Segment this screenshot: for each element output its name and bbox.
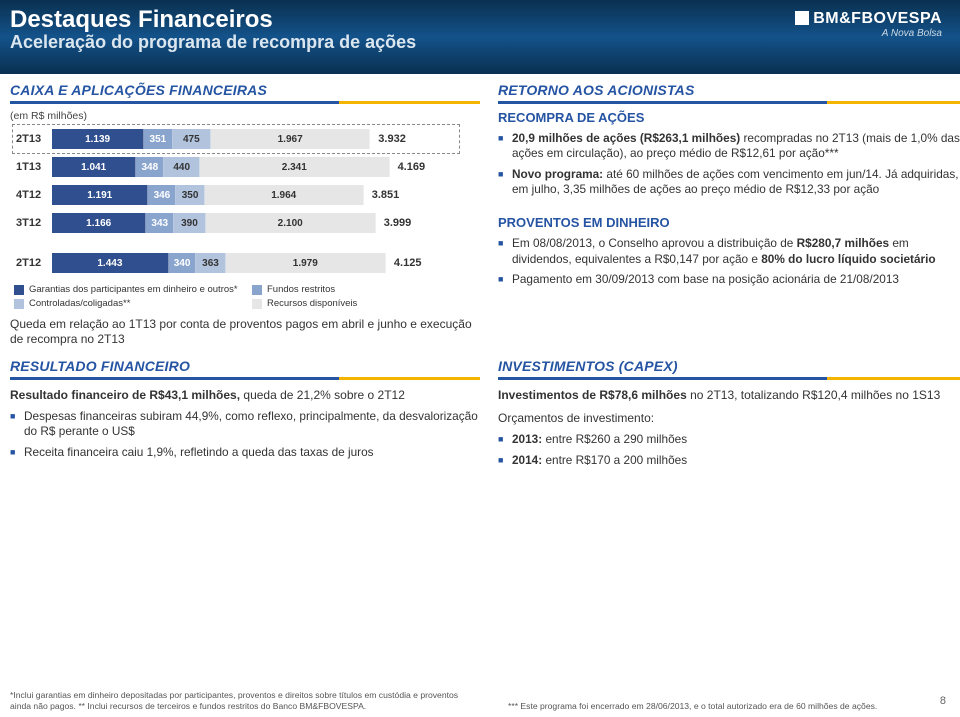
bar-segment: 346 <box>148 185 176 205</box>
row-total: 3.932 <box>378 133 406 145</box>
footnote-right: *** Este programa foi encerrado em 28/06… <box>498 701 928 711</box>
logo-text: BM&FBOVESPA <box>795 10 942 28</box>
stacked-bar: 1.4433403631.979 <box>52 253 386 273</box>
bar-segment: 351 <box>144 129 172 149</box>
bar-segment: 2.341 <box>200 157 390 177</box>
stacked-bar-chart: 2T131.1393514751.967 3.932 1T131.041348440… <box>16 128 456 274</box>
row-total: 3.851 <box>372 189 400 201</box>
legend-swatch <box>252 285 262 295</box>
bar-segment: 1.443 <box>52 253 169 273</box>
legend-item: Controladas/coligadas** <box>14 298 238 309</box>
row-label: 4T12 <box>16 189 52 201</box>
bullet-item: 2014: entre R$170 a 200 milhões <box>498 453 960 468</box>
legend-item: Fundos restritos <box>252 284 476 295</box>
legend-item: Garantias dos participantes em dinheiro … <box>14 284 238 295</box>
sub-lead: Orçamentos de investimento: <box>498 411 960 426</box>
page-number: 8 <box>940 695 946 707</box>
section-heading: INVESTIMENTOS (CAPEX) <box>498 358 960 374</box>
brand-logo: BM&FBOVESPA A Nova Bolsa <box>795 10 942 39</box>
bullet-item: Em 08/08/2013, o Conselho aprovou a dist… <box>498 236 960 267</box>
bar-segment: 2.100 <box>206 213 376 233</box>
bar-segment: 1.166 <box>52 213 146 233</box>
legend-label: Fundos restritos <box>267 284 335 295</box>
bar-segment: 1.979 <box>226 253 386 273</box>
bullet-item: Despesas financeiras subiram 44,9%, como… <box>10 409 480 440</box>
section-heading: RETORNO AOS ACIONISTAS <box>498 82 960 98</box>
row-label: 1T13 <box>16 161 52 173</box>
legend-swatch <box>252 299 262 309</box>
chart-row: 1T131.0413484402.341 4.169 <box>16 156 456 178</box>
chart-row: 2T121.4433403631.979 4.125 <box>16 252 456 274</box>
section-underline <box>498 377 960 380</box>
bar-segment: 390 <box>174 213 206 233</box>
bar-segment: 1.964 <box>205 185 364 205</box>
bullet-list: 20,9 milhões de ações (R$263,1 milhões) … <box>498 131 960 197</box>
bar-segment: 1.967 <box>211 129 370 149</box>
chart-legend: Garantias dos participantes em dinheiro … <box>14 284 476 309</box>
header-titles: Destaques Financeiros Aceleração do prog… <box>10 6 416 53</box>
bar-segment: 1.041 <box>52 157 136 177</box>
legend-item: Recursos disponíveis <box>252 298 476 309</box>
logo-tagline: A Nova Bolsa <box>795 28 942 39</box>
logo-mark-icon <box>795 11 809 25</box>
bullet-item: 2013: entre R$260 a 290 milhões <box>498 432 960 447</box>
footnote-left: *Inclui garantias em dinheiro depositada… <box>0 690 470 711</box>
section-underline <box>10 377 480 380</box>
section-heading: RESULTADO FINANCEIRO <box>10 358 480 374</box>
section-retorno: RETORNO AOS ACIONISTAS RECOMPRA DE AÇÕES… <box>498 82 960 348</box>
section-resultado: RESULTADO FINANCEIRO Resultado financeir… <box>10 358 480 473</box>
bullet-item: 20,9 milhões de ações (R$263,1 milhões) … <box>498 131 960 162</box>
stacked-bar: 1.1913463501.964 <box>52 185 364 205</box>
section-caixa: CAIXA E APLICAÇÕES FINANCEIRAS (em R$ mi… <box>10 82 480 348</box>
bar-segment: 440 <box>164 157 200 177</box>
bar-segment: 340 <box>169 253 197 273</box>
row-label: 2T13 <box>16 133 52 145</box>
header-bar: Destaques Financeiros Aceleração do prog… <box>0 0 960 74</box>
chart-row: 2T131.1393514751.967 3.932 <box>16 128 456 150</box>
stacked-bar: 1.1663433902.100 <box>52 213 376 233</box>
page-title: Destaques Financeiros <box>10 6 416 34</box>
section-capex: INVESTIMENTOS (CAPEX) Investimentos de R… <box>498 358 960 473</box>
subheading: PROVENTOS EM DINHEIRO <box>498 215 960 230</box>
bar-segment: 1.139 <box>52 129 144 149</box>
bullet-item: Receita financeira caiu 1,9%, refletindo… <box>10 445 480 460</box>
legend-label: Garantias dos participantes em dinheiro … <box>29 284 238 295</box>
bar-segment: 343 <box>146 213 174 233</box>
bar-segment: 1.191 <box>52 185 148 205</box>
page-subtitle: Aceleração do programa de recompra de aç… <box>10 32 416 53</box>
stacked-bar: 1.0413484402.341 <box>52 157 390 177</box>
stacked-bar: 1.1393514751.967 <box>52 129 370 149</box>
chart-row: 3T121.1663433902.100 3.999 <box>16 212 456 234</box>
section-underline <box>10 101 480 104</box>
row-label: 2T12 <box>16 257 52 269</box>
lead-text: Investimentos de R$78,6 milhões no 2T13,… <box>498 388 960 403</box>
row-label: 3T12 <box>16 217 52 229</box>
section-heading: CAIXA E APLICAÇÕES FINANCEIRAS <box>10 82 480 98</box>
legend-swatch <box>14 299 24 309</box>
bar-segment: 348 <box>136 157 164 177</box>
section-underline <box>498 101 960 104</box>
bullet-list: Despesas financeiras subiram 44,9%, como… <box>10 409 480 460</box>
legend-label: Controladas/coligadas** <box>29 298 130 309</box>
bullet-item: Novo programa: até 60 milhões de ações c… <box>498 167 960 198</box>
legend-swatch <box>14 285 24 295</box>
bullet-item: Pagamento em 30/09/2013 com base na posi… <box>498 272 960 287</box>
bullet-list: 2013: entre R$260 a 290 milhões 2014: ent… <box>498 432 960 468</box>
bullet-list: Em 08/08/2013, o Conselho aprovou a dist… <box>498 236 960 287</box>
bar-segment: 475 <box>173 129 211 149</box>
chart-note: Queda em relação ao 1T13 por conta de pr… <box>10 317 480 348</box>
lead-text: Resultado financeiro de R$43,1 milhões, … <box>10 388 480 403</box>
row-total: 3.999 <box>384 217 412 229</box>
legend-label: Recursos disponíveis <box>267 298 357 309</box>
subheading: RECOMPRA DE AÇÕES <box>498 110 960 125</box>
bar-segment: 350 <box>176 185 204 205</box>
row-total: 4.169 <box>398 161 426 173</box>
unit-label: (em R$ milhões) <box>10 110 480 122</box>
row-total: 4.125 <box>394 257 422 269</box>
bar-segment: 363 <box>196 253 225 273</box>
chart-row: 4T121.1913463501.964 3.851 <box>16 184 456 206</box>
